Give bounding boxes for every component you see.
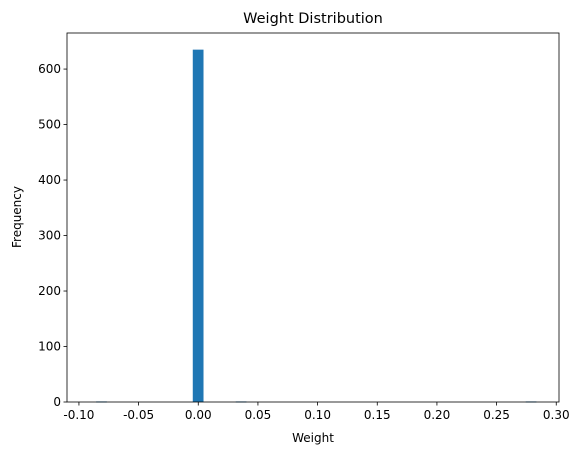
- y-tick-label: 100: [38, 340, 61, 354]
- x-tick-label: -0.05: [123, 408, 154, 422]
- histogram-bar-1: [192, 49, 204, 403]
- y-axis-label: Frequency: [10, 186, 24, 248]
- x-tick-label: 0.25: [483, 408, 510, 422]
- x-tick-label: 0.30: [543, 408, 570, 422]
- y-tick-label: 600: [38, 62, 61, 76]
- y-tick-label: 300: [38, 229, 61, 243]
- x-tick-label: 0.10: [304, 408, 331, 422]
- x-axis-label: Weight: [292, 431, 334, 445]
- histogram-bars: [96, 49, 537, 403]
- y-tick-label: 0: [53, 395, 61, 409]
- y-tick-label: 400: [38, 173, 61, 187]
- y-tick-label: 200: [38, 284, 61, 298]
- plot-frame: [66, 32, 560, 403]
- chart-title: Weight Distribution: [243, 11, 383, 27]
- x-tick-label: 0.15: [364, 408, 391, 422]
- x-tick-label: 0.00: [185, 408, 212, 422]
- x-tick-label: -0.10: [63, 408, 94, 422]
- x-tick-label: 0.20: [424, 408, 451, 422]
- x-tick-label: 0.05: [245, 408, 272, 422]
- y-tick-label: 500: [38, 118, 61, 132]
- y-axis-ticks: 0 100 200 300 400 500 600: [38, 62, 67, 409]
- x-axis-ticks: -0.10 -0.05 0.00 0.05 0.10 0.15 0.20 0.25 0.30: [63, 402, 570, 422]
